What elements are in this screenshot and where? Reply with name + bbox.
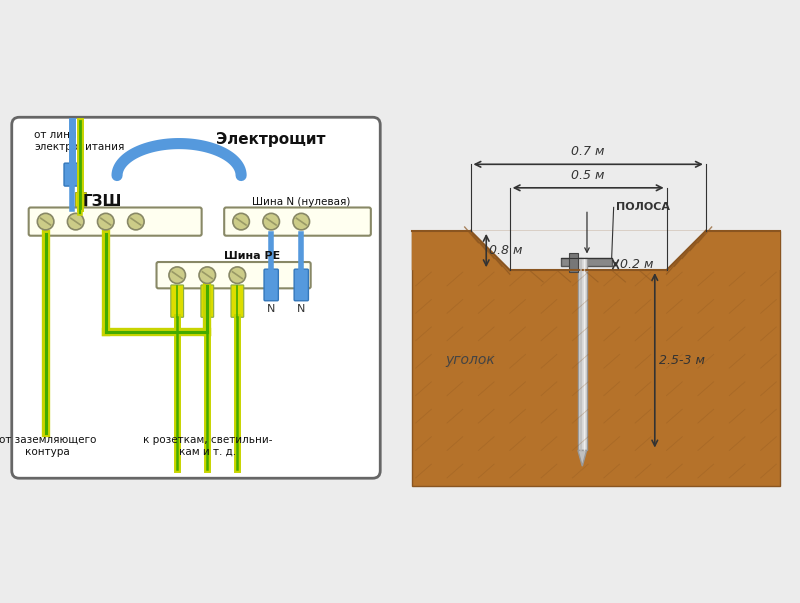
Polygon shape xyxy=(666,231,780,270)
FancyBboxPatch shape xyxy=(294,269,309,301)
Text: ГЗШ: ГЗШ xyxy=(82,194,122,209)
Polygon shape xyxy=(470,231,706,270)
Text: от линии
электропитания: от линии электропитания xyxy=(34,130,125,152)
Bar xyxy=(578,258,586,450)
FancyBboxPatch shape xyxy=(171,285,183,317)
Circle shape xyxy=(233,213,250,230)
FancyBboxPatch shape xyxy=(201,285,214,317)
Circle shape xyxy=(98,213,114,230)
Text: Шина N (нулевая): Шина N (нулевая) xyxy=(252,197,350,207)
Text: 0.8 м: 0.8 м xyxy=(490,244,522,257)
Text: уголок: уголок xyxy=(446,353,495,367)
Text: 0.2 м: 0.2 м xyxy=(619,257,653,271)
Polygon shape xyxy=(578,450,586,466)
Text: 0.5 м: 0.5 м xyxy=(571,169,605,182)
Text: 0.7 м: 0.7 м xyxy=(571,145,605,159)
FancyBboxPatch shape xyxy=(157,262,310,288)
Polygon shape xyxy=(412,231,510,270)
FancyBboxPatch shape xyxy=(264,269,278,301)
Text: от заземляющего
контура: от заземляющего контура xyxy=(0,435,96,456)
Text: ПОЛОСА: ПОЛОСА xyxy=(616,203,670,212)
Text: N: N xyxy=(267,304,275,314)
Circle shape xyxy=(229,267,246,283)
FancyBboxPatch shape xyxy=(231,285,244,317)
Text: Электрощит: Электрощит xyxy=(217,132,326,147)
Text: к розеткам, светильни-
кам и т. д.: к розеткам, светильни- кам и т. д. xyxy=(142,435,272,456)
FancyBboxPatch shape xyxy=(224,207,371,236)
Circle shape xyxy=(127,213,144,230)
FancyBboxPatch shape xyxy=(29,207,202,236)
Text: 2.5-3 м: 2.5-3 м xyxy=(658,354,705,367)
Circle shape xyxy=(67,213,84,230)
Circle shape xyxy=(169,267,186,283)
FancyBboxPatch shape xyxy=(64,163,80,186)
Text: Шина PE: Шина PE xyxy=(224,251,281,261)
Text: N: N xyxy=(297,304,306,314)
Circle shape xyxy=(38,213,54,230)
Circle shape xyxy=(199,267,215,283)
Bar xyxy=(570,253,578,272)
Bar xyxy=(412,231,780,486)
FancyBboxPatch shape xyxy=(74,192,86,213)
FancyBboxPatch shape xyxy=(12,117,380,478)
Circle shape xyxy=(263,213,279,230)
Bar xyxy=(561,258,612,266)
Circle shape xyxy=(293,213,310,230)
